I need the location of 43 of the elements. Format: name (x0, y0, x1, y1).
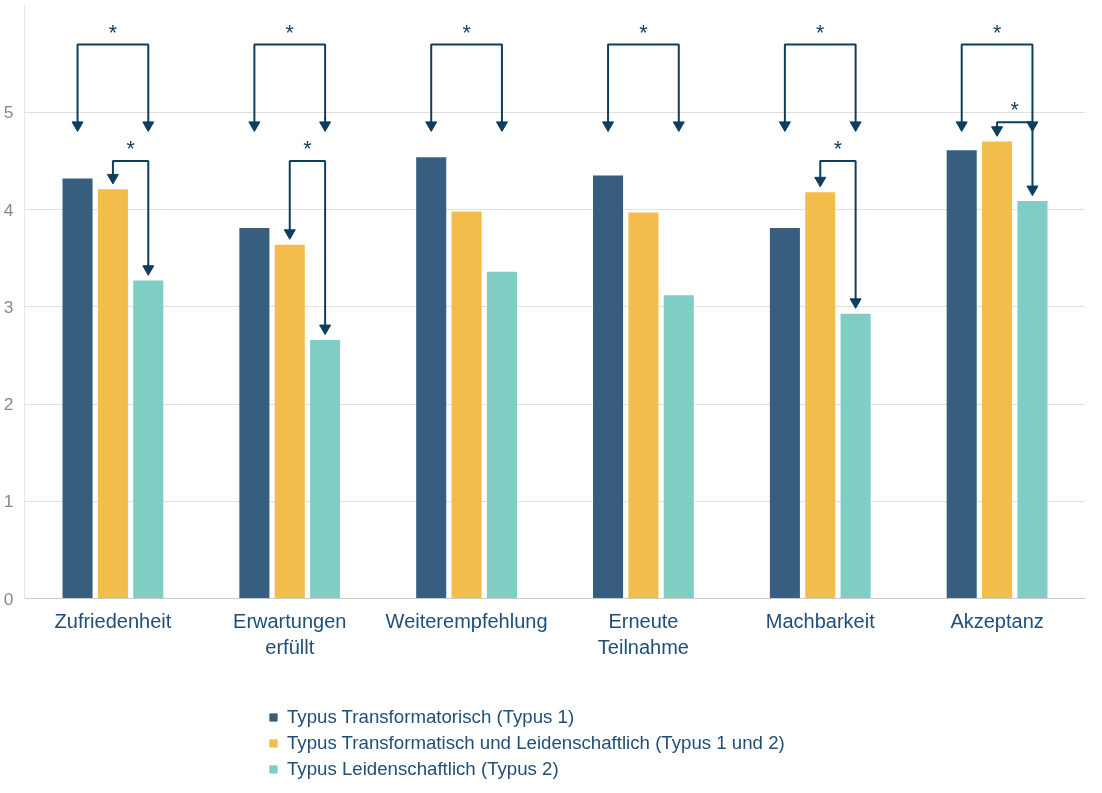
bar (310, 339, 341, 599)
bar (1017, 200, 1048, 599)
bar (663, 295, 694, 599)
bar (593, 175, 624, 599)
bar (769, 228, 800, 599)
bar (451, 211, 482, 599)
annotation: * (126, 137, 135, 162)
y-tick-label: 2 (3, 394, 14, 415)
annotation: * (462, 20, 471, 45)
annotation: * (108, 20, 118, 45)
bar (274, 244, 305, 599)
bar (628, 212, 659, 599)
bar (239, 228, 270, 599)
annotation: * (833, 137, 843, 162)
bar (133, 280, 164, 599)
bar (62, 178, 93, 599)
bar (486, 271, 517, 599)
y-tick-label: 4 (3, 199, 14, 220)
y-tick-label: 0 (3, 588, 14, 609)
legend-label: Typus Leidenschaftlich (Typus 2) (287, 758, 559, 780)
y-tick-label: 5 (3, 102, 14, 123)
legend-label: Typus Transformatisch und Leidenschaftlich (Typus 1 und 2) (287, 732, 785, 754)
x-tick-label: Erneute Teilnahme (597, 609, 690, 658)
x-tick-label: Machbarkeit (765, 609, 876, 632)
annotation: * (992, 20, 1002, 45)
annotation: * (285, 20, 294, 45)
x-tick-label: Zufriedenheit (54, 609, 172, 632)
legend-label: Typus Transformatorisch (Typus 1) (287, 706, 575, 728)
y-tick-label: 1 (3, 491, 14, 512)
bar (805, 192, 836, 599)
annotation: * (639, 20, 648, 45)
bar (97, 189, 128, 599)
bar (840, 313, 871, 599)
x-tick-label: Erwartungen erfüllt (233, 609, 347, 658)
annotation: * (303, 137, 312, 162)
annotation: * (1010, 98, 1019, 123)
annotation: * (816, 20, 825, 45)
bar (416, 157, 447, 599)
x-tick-label: Akzeptanz (950, 609, 1044, 632)
bar (982, 141, 1013, 599)
bar (946, 150, 977, 599)
y-tick-label: 3 (3, 296, 14, 317)
x-tick-label: Weiterempfehlung (385, 609, 548, 632)
